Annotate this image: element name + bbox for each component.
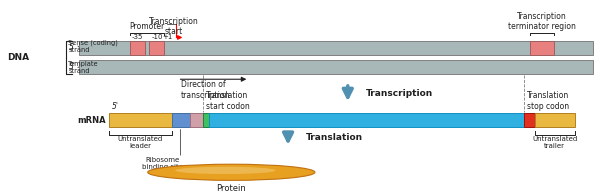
- Text: Untranslated
trailer: Untranslated trailer: [532, 136, 577, 149]
- Bar: [190, 113, 203, 127]
- Text: 3': 3': [69, 62, 76, 71]
- Ellipse shape: [164, 166, 298, 179]
- Bar: [79, 41, 593, 54]
- Text: DNA: DNA: [7, 53, 29, 62]
- Bar: [203, 113, 209, 127]
- Ellipse shape: [148, 164, 315, 180]
- Text: Template
strand: Template strand: [68, 61, 99, 74]
- Text: Sense (coding)
strand: Sense (coding) strand: [68, 39, 118, 53]
- Text: -35: -35: [131, 34, 143, 40]
- Text: Transcription: Transcription: [365, 89, 433, 98]
- Ellipse shape: [161, 165, 302, 179]
- Text: -10: -10: [151, 34, 163, 40]
- Text: Direction of
transcription: Direction of transcription: [181, 80, 230, 100]
- Bar: [130, 41, 145, 54]
- Ellipse shape: [158, 165, 305, 179]
- Text: Transcription
start: Transcription start: [149, 17, 198, 36]
- Bar: [149, 41, 164, 54]
- Text: Translation
start codon: Translation start codon: [206, 91, 250, 111]
- Bar: [530, 41, 554, 54]
- Text: Protein: Protein: [217, 184, 246, 193]
- Text: 5': 5': [69, 43, 76, 52]
- Ellipse shape: [168, 166, 295, 178]
- Text: Ribosome
binding site: Ribosome binding site: [142, 157, 183, 170]
- Text: +1: +1: [162, 34, 173, 40]
- Text: Untranslated
leader: Untranslated leader: [118, 136, 163, 149]
- Ellipse shape: [148, 164, 315, 180]
- Ellipse shape: [171, 166, 292, 178]
- Ellipse shape: [175, 167, 275, 174]
- Text: mRNA: mRNA: [77, 116, 106, 125]
- Ellipse shape: [151, 164, 311, 180]
- Ellipse shape: [154, 165, 308, 180]
- Bar: [172, 113, 190, 127]
- Text: Translation: Translation: [306, 133, 363, 142]
- Text: Transcription
terminator region: Transcription terminator region: [508, 12, 576, 31]
- Bar: [535, 113, 575, 127]
- Bar: [109, 113, 172, 127]
- Text: Translation
stop codon: Translation stop codon: [527, 91, 569, 111]
- Bar: [79, 60, 593, 74]
- Bar: [524, 113, 535, 127]
- Bar: [209, 113, 524, 127]
- Text: 5': 5': [112, 102, 119, 111]
- Text: Promoter: Promoter: [130, 22, 165, 31]
